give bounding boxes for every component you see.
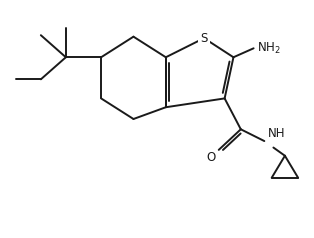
Text: NH$_2$: NH$_2$ [257,41,280,56]
Text: NH: NH [268,127,285,139]
Text: O: O [207,151,216,164]
Text: S: S [200,32,208,45]
